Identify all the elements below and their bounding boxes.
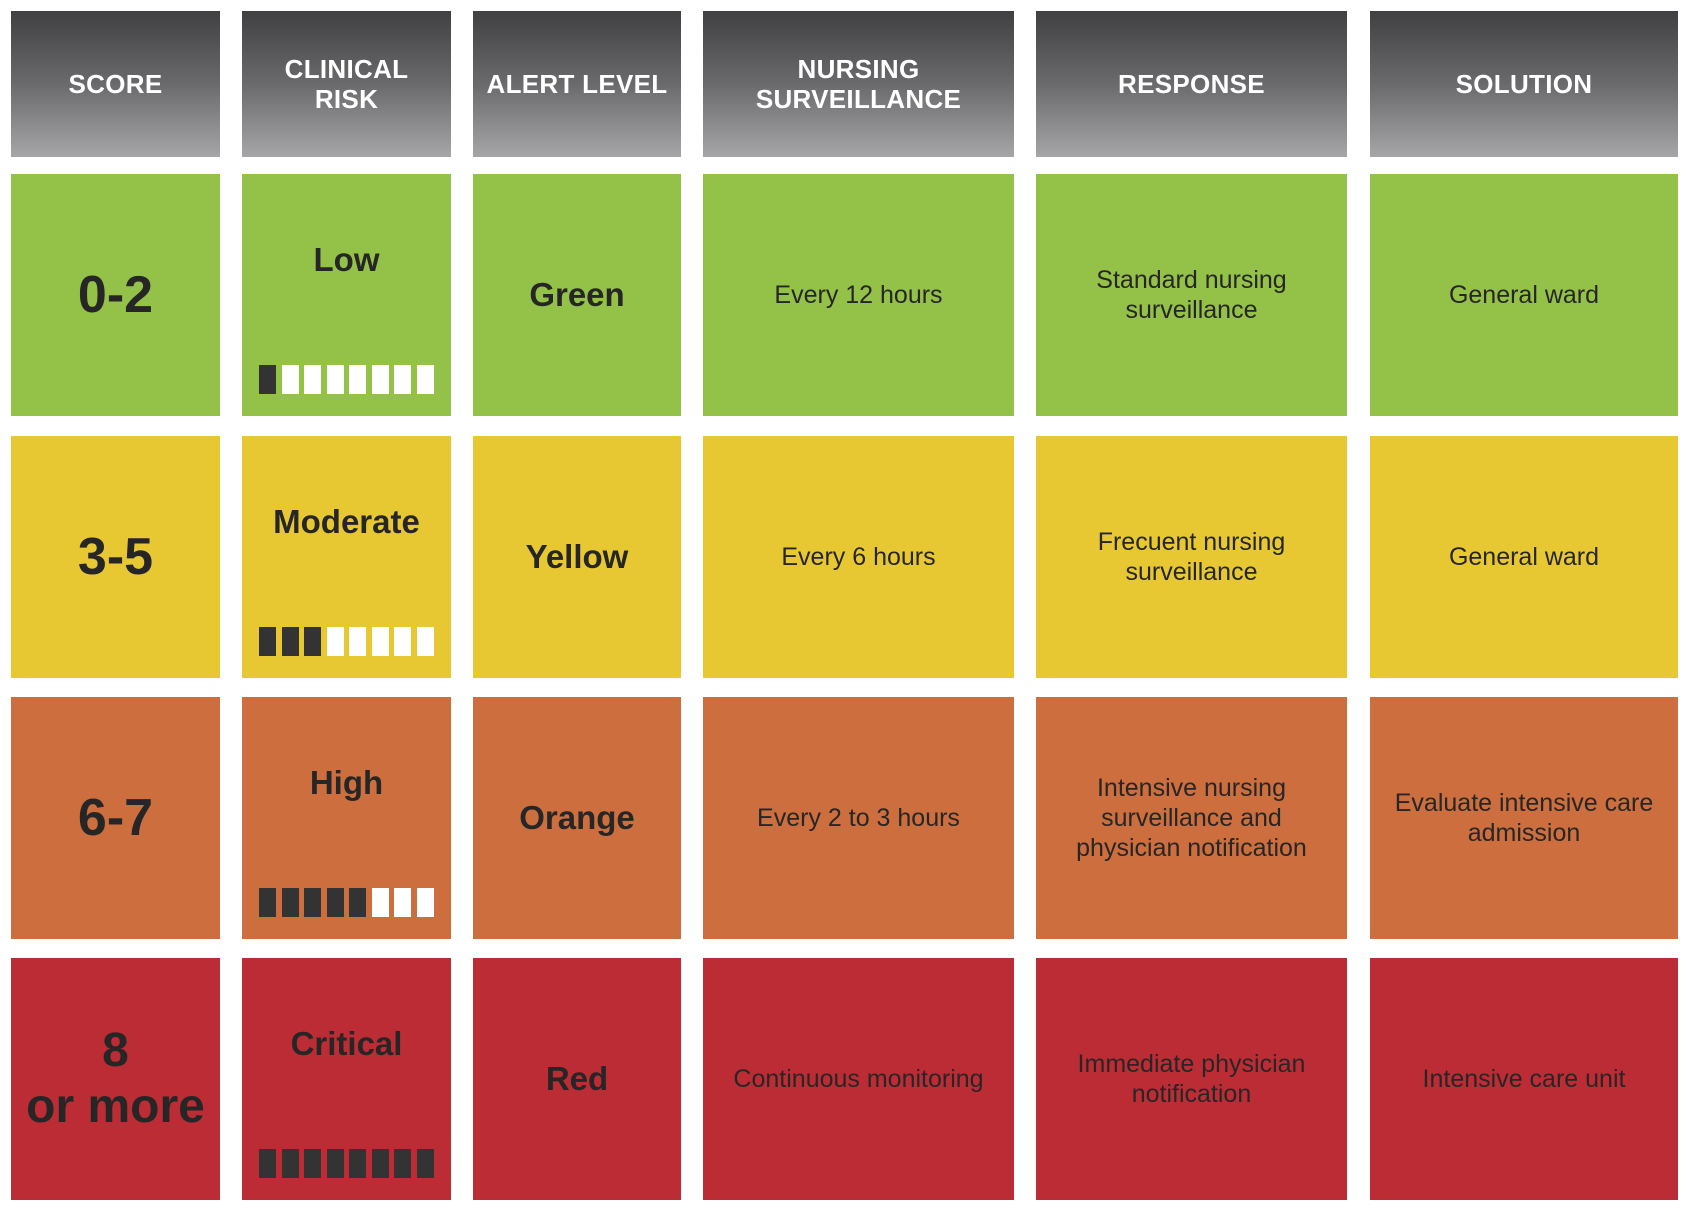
header-clinical-risk: CLINICAL RISK: [242, 11, 451, 157]
clinical-risk-label: High: [309, 764, 384, 801]
alert-level-label: Yellow: [525, 538, 629, 575]
response-text: Standard nursing surveillance: [1096, 266, 1287, 324]
score-cell: 8 or more: [11, 958, 220, 1200]
solution-text: Evaluate intensive care admission: [1394, 789, 1654, 847]
risk-level-meter: [259, 365, 434, 394]
risk-segment-empty: [416, 365, 434, 394]
clinical-risk-label: Low: [313, 241, 380, 278]
score-value: 8 or more: [26, 1024, 205, 1133]
risk-segment-empty: [416, 627, 434, 656]
risk-segment-filled: [326, 1149, 344, 1178]
solution-text: General ward: [1448, 281, 1600, 309]
risk-segment-filled: [281, 888, 299, 917]
response-text: Intensive nursing surveillance and physi…: [1076, 774, 1307, 862]
risk-segment-empty: [394, 365, 411, 394]
header-alert-level-label: ALERT LEVEL: [486, 69, 668, 99]
header-nursing-surveillance-label: NURSING SURVEILLANCE: [755, 54, 962, 114]
header-score-label: SCORE: [68, 69, 163, 99]
risk-segment-empty: [349, 365, 366, 394]
response-text: Immediate physician notification: [1077, 1050, 1306, 1108]
risk-segment-filled: [259, 888, 276, 917]
alert-level-cell: Green: [473, 174, 681, 416]
risk-segment-empty: [326, 627, 344, 656]
alert-level-cell: Yellow: [473, 436, 681, 678]
risk-segment-filled: [349, 888, 366, 917]
solution-text: Intensive care unit: [1422, 1065, 1626, 1093]
risk-segment-empty: [416, 888, 434, 917]
solution-text: General ward: [1448, 543, 1600, 571]
header-response-label: RESPONSE: [1118, 69, 1265, 99]
risk-level-meter: [259, 627, 434, 656]
header-solution-label: SOLUTION: [1455, 69, 1593, 99]
score-cell: 6-7: [11, 697, 220, 939]
risk-segment-filled: [394, 1149, 411, 1178]
risk-segment-empty: [394, 627, 411, 656]
risk-segment-filled: [326, 888, 344, 917]
clinical-risk-cell: High: [242, 697, 451, 939]
score-cell: 3-5: [11, 436, 220, 678]
header-response: RESPONSE: [1036, 11, 1347, 157]
nursing-surveillance-cell: Every 2 to 3 hours: [703, 697, 1014, 939]
solution-cell: Evaluate intensive care admission: [1370, 697, 1678, 939]
risk-segment-empty: [349, 627, 366, 656]
risk-segment-empty: [326, 365, 344, 394]
nursing-surveillance-text: Every 2 to 3 hours: [757, 804, 960, 832]
risk-segment-filled: [281, 627, 299, 656]
score-value: 0-2: [77, 266, 154, 324]
header-score: SCORE: [11, 11, 220, 157]
header-alert-level: ALERT LEVEL: [473, 11, 681, 157]
risk-segment-filled: [304, 1149, 321, 1178]
response-cell: Intensive nursing surveillance and physi…: [1036, 697, 1347, 939]
response-text: Frecuent nursing surveillance: [1097, 528, 1286, 586]
clinical-risk-label: Critical: [290, 1025, 403, 1062]
clinical-risk-cell: Critical: [242, 958, 451, 1200]
risk-segment-filled: [259, 365, 276, 394]
risk-segment-filled: [259, 627, 276, 656]
risk-segment-empty: [304, 365, 321, 394]
risk-level-meter: [259, 888, 434, 917]
risk-segment-filled: [259, 1149, 276, 1178]
risk-segment-filled: [349, 1149, 366, 1178]
nursing-surveillance-text: Every 12 hours: [774, 281, 943, 309]
alert-level-label: Green: [529, 276, 625, 313]
header-nursing-surveillance: NURSING SURVEILLANCE: [703, 11, 1014, 157]
nursing-surveillance-cell: Every 12 hours: [703, 174, 1014, 416]
solution-cell: General ward: [1370, 436, 1678, 678]
response-cell: Standard nursing surveillance: [1036, 174, 1347, 416]
nursing-surveillance-cell: Every 6 hours: [703, 436, 1014, 678]
nursing-surveillance-cell: Continuous monitoring: [703, 958, 1014, 1200]
solution-cell: General ward: [1370, 174, 1678, 416]
clinical-risk-cell: Low: [242, 174, 451, 416]
risk-segment-empty: [371, 627, 389, 656]
risk-segment-empty: [371, 888, 389, 917]
score-value: 3-5: [77, 528, 154, 586]
risk-segment-filled: [304, 627, 321, 656]
risk-segment-filled: [281, 1149, 299, 1178]
risk-segment-empty: [371, 365, 389, 394]
score-value: 6-7: [77, 789, 154, 847]
alert-level-cell: Orange: [473, 697, 681, 939]
risk-segment-filled: [304, 888, 321, 917]
risk-segment-filled: [371, 1149, 389, 1178]
response-cell: Frecuent nursing surveillance: [1036, 436, 1347, 678]
risk-segment-empty: [281, 365, 299, 394]
nursing-surveillance-text: Continuous monitoring: [733, 1065, 984, 1093]
risk-segment-filled: [416, 1149, 434, 1178]
solution-cell: Intensive care unit: [1370, 958, 1678, 1200]
clinical-risk-label: Moderate: [273, 503, 420, 540]
alert-level-label: Red: [545, 1060, 609, 1097]
risk-segment-empty: [394, 888, 411, 917]
nursing-surveillance-text: Every 6 hours: [781, 543, 936, 571]
alert-level-cell: Red: [473, 958, 681, 1200]
header-solution: SOLUTION: [1370, 11, 1678, 157]
risk-level-meter: [259, 1149, 434, 1178]
clinical-risk-cell: Moderate: [242, 436, 451, 678]
header-clinical-risk-label: CLINICAL RISK: [284, 54, 409, 114]
score-cell: 0-2: [11, 174, 220, 416]
response-cell: Immediate physician notification: [1036, 958, 1347, 1200]
alert-level-label: Orange: [519, 799, 635, 836]
